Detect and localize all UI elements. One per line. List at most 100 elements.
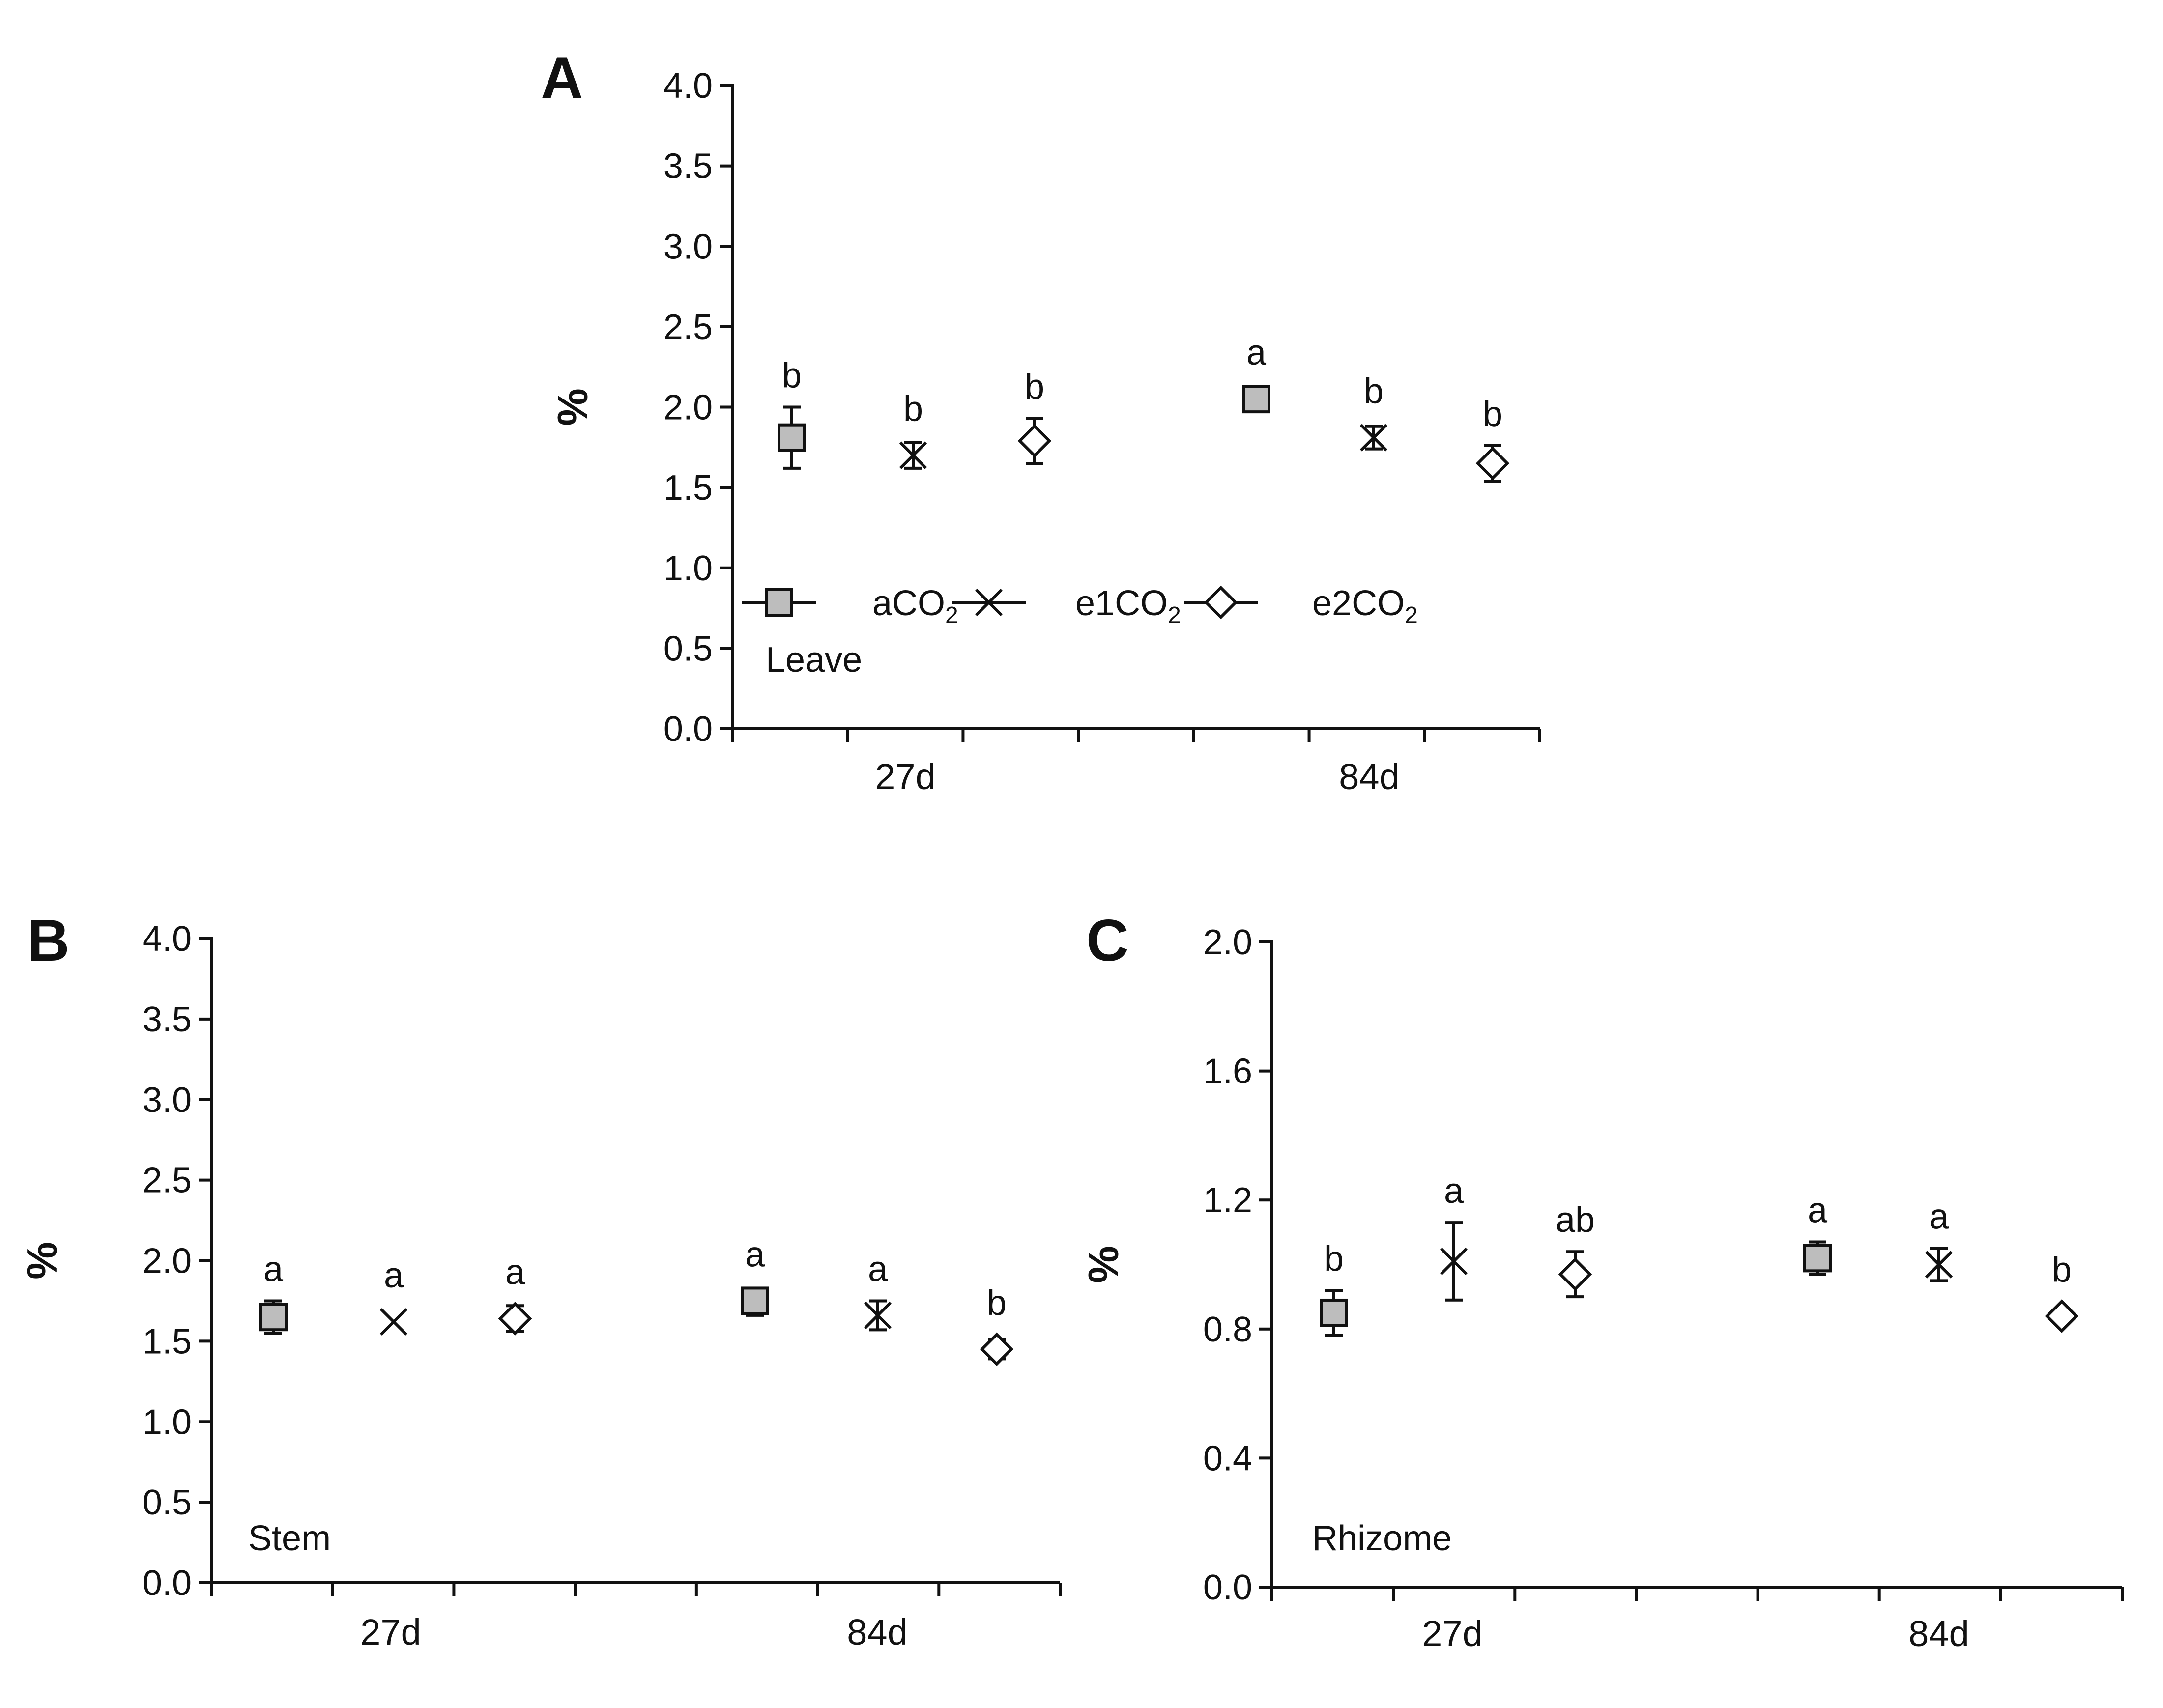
significance-letter: b [987, 1283, 1007, 1323]
y-tick-label: 0.5 [663, 629, 713, 668]
y-tick-label: 1.2 [1203, 1181, 1252, 1220]
data-marker-square [1242, 385, 1270, 414]
data-marker-square [259, 1303, 288, 1332]
y-tick-label: 0.5 [143, 1483, 192, 1522]
legend-item-a: aCO2 [742, 584, 958, 628]
data-marker-cross [379, 1308, 408, 1336]
y-tick-label: 1.6 [1203, 1052, 1252, 1091]
significance-letter: a [745, 1235, 765, 1274]
y-tick-label: 0.8 [1203, 1310, 1252, 1349]
legend-item-e1: e1CO2 [952, 584, 1181, 628]
organ-label: Rhizome [1312, 1519, 1452, 1558]
legend-label: e1CO2 [1075, 584, 1181, 628]
y-axis-label: % [19, 1242, 66, 1279]
y-tick-label: 0.0 [143, 1564, 192, 1603]
data-point: a [864, 1250, 892, 1332]
legend-marker-diamond [1204, 585, 1238, 620]
x-category-label: 27d [875, 756, 935, 797]
significance-letter: a [505, 1253, 525, 1292]
y-axis-label: % [1080, 1246, 1127, 1283]
data-point: a [1242, 333, 1270, 414]
data-marker-diamond [498, 1302, 532, 1336]
organ-label: Stem [248, 1519, 331, 1558]
data-point: b [2045, 1251, 2079, 1333]
organ-label: Leave [766, 640, 862, 680]
y-tick-label: 3.0 [663, 227, 713, 266]
y-tick-label: 0.0 [1203, 1568, 1252, 1607]
significance-letter: a [1246, 333, 1267, 372]
data-point: b [1359, 372, 1388, 452]
panel-letter: B [27, 908, 70, 973]
data-point: b [778, 356, 806, 470]
y-tick-label: 2.0 [1203, 923, 1252, 962]
significance-letter: a [384, 1256, 404, 1295]
x-category-label: 84d [1908, 1613, 1969, 1654]
panel-letter: A [541, 45, 583, 111]
y-tick-label: 3.5 [663, 147, 713, 186]
panel-letter: C [1086, 908, 1129, 973]
y-tick-label: 1.0 [143, 1402, 192, 1442]
y-tick-label: 2.0 [143, 1242, 192, 1281]
x-category-label: 84d [847, 1612, 907, 1652]
data-marker-cross [1440, 1247, 1468, 1276]
legend-label: aCO2 [872, 584, 958, 628]
data-marker-square [741, 1286, 769, 1315]
data-point: a [259, 1250, 288, 1335]
significance-letter: b [1324, 1239, 1344, 1279]
y-tick-label: 1.0 [663, 549, 713, 588]
data-marker-diamond [980, 1332, 1014, 1366]
data-point: a [1803, 1191, 1832, 1276]
data-marker-diamond [2045, 1299, 2079, 1333]
legend-marker-cross [975, 588, 1003, 617]
data-marker-cross [1925, 1251, 1953, 1279]
x-category-label: 84d [1339, 756, 1399, 797]
data-point: a [1440, 1171, 1468, 1302]
y-tick-label: 3.0 [143, 1081, 192, 1120]
y-tick-label: 3.5 [143, 1000, 192, 1039]
data-point: b [1475, 395, 1510, 483]
data-marker-diamond [1558, 1257, 1592, 1291]
legend-marker-square [765, 588, 793, 617]
data-point: b [980, 1283, 1014, 1366]
y-tick-label: 2.5 [143, 1161, 192, 1200]
y-tick-label: 4.0 [143, 919, 192, 959]
significance-letter: a [868, 1250, 888, 1289]
significance-letter: b [1364, 372, 1384, 411]
y-tick-label: 0.0 [663, 710, 713, 749]
data-point: a [379, 1256, 408, 1336]
significance-letter: b [1483, 395, 1502, 434]
data-point: b [1320, 1239, 1348, 1337]
x-category-label: 27d [360, 1612, 421, 1652]
significance-letter: a [263, 1250, 284, 1289]
y-tick-label: 1.5 [663, 468, 713, 508]
y-tick-label: 2.5 [663, 308, 713, 347]
data-point: a [741, 1235, 769, 1317]
data-marker-square [778, 423, 806, 452]
data-point: a [1925, 1197, 1953, 1282]
significance-letter: ab [1556, 1200, 1595, 1240]
data-point: ab [1556, 1200, 1595, 1299]
y-tick-label: 1.5 [143, 1322, 192, 1361]
data-marker-cross [864, 1301, 892, 1330]
data-marker-square [1320, 1298, 1348, 1327]
data-point: a [498, 1253, 532, 1336]
legend-label: e2CO2 [1312, 584, 1418, 628]
significance-letter: a [1929, 1197, 1949, 1237]
x-category-label: 27d [1422, 1613, 1482, 1654]
legend-item-e2: e2CO2 [1184, 584, 1418, 628]
significance-letter: a [1444, 1171, 1464, 1211]
chart-panel-b: B% 0.0 0.5 1.0 1.5 2.0 2.5 3.0 3.5 4.0 27d 84d Stem a… [19, 908, 1062, 1652]
significance-letter: a [1808, 1191, 1828, 1230]
data-point: b [899, 390, 927, 470]
data-marker-cross [1359, 424, 1388, 452]
y-tick-label: 0.4 [1203, 1439, 1252, 1478]
significance-letter: b [2052, 1251, 2072, 1290]
legend: aCO2 e1CO2 e2CO2 [742, 584, 1418, 628]
chart-panel-a: A% 0.0 0.5 1.0 1.5 2.0 2.5 3.0 3.5 4.0 27d 84d Leave… [541, 45, 1541, 797]
y-axis-label: % [549, 388, 597, 426]
y-tick-label: 2.0 [663, 388, 713, 427]
significance-letter: b [903, 390, 923, 429]
y-tick-label: 4.0 [663, 66, 713, 106]
data-marker-diamond [1475, 446, 1510, 481]
